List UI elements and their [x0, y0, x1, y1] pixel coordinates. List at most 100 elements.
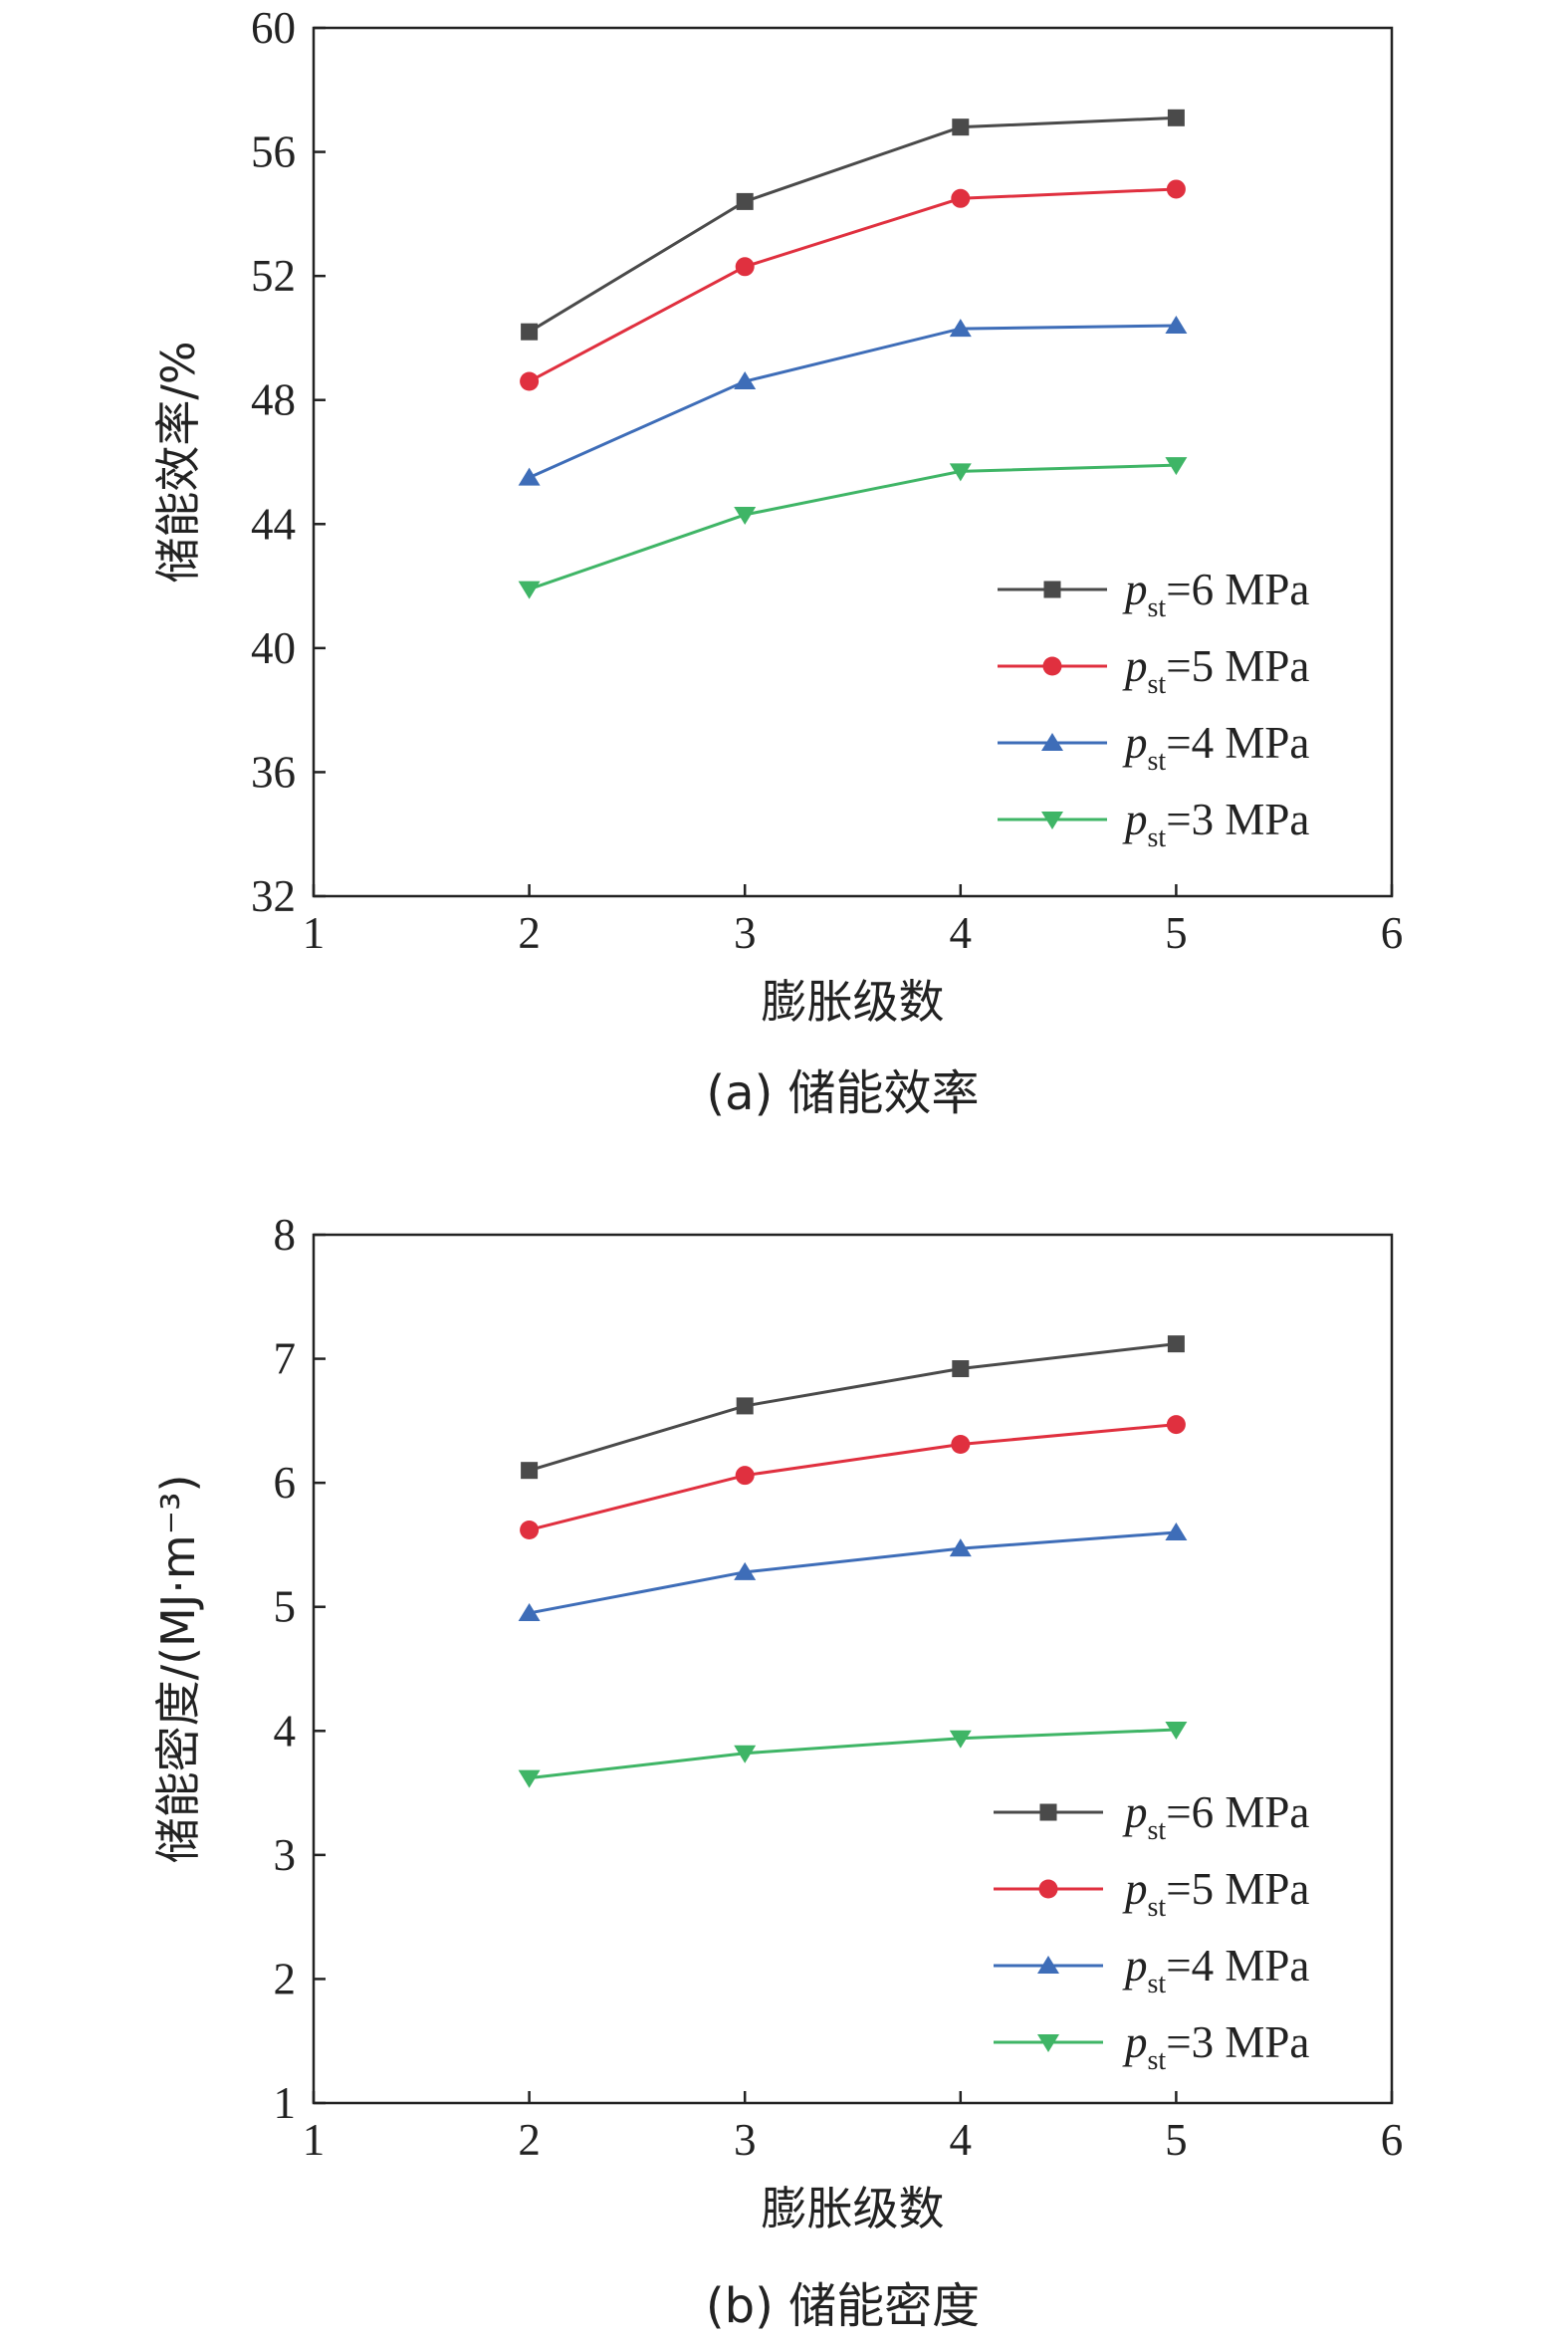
legend-marker — [1043, 581, 1061, 598]
data-point — [521, 1462, 539, 1480]
data-point — [520, 1520, 540, 1539]
legend-marker — [1041, 812, 1063, 829]
series-line-3mpa — [529, 463, 1177, 591]
series-line-3mpa — [529, 1728, 1177, 1780]
x-tick-label: 6 — [1381, 908, 1404, 958]
series-line-6mpa — [528, 116, 1177, 334]
plot-frame — [312, 1233, 1394, 2105]
legend-item: pst=4 MPa — [998, 718, 1309, 777]
data-point — [1166, 1415, 1186, 1435]
legend-marker — [1038, 1879, 1058, 1899]
data-point — [1167, 1335, 1185, 1353]
x-tick-label: 5 — [1165, 908, 1188, 958]
x-tick-label: 4 — [950, 2115, 973, 2165]
x-tick-label: 4 — [950, 908, 973, 958]
x-tick-label: 3 — [734, 908, 757, 958]
data-point — [949, 1730, 972, 1749]
y-tick-label: 2 — [274, 1954, 297, 2003]
legend-marker — [1037, 1956, 1059, 1974]
data-point — [951, 188, 971, 208]
legend-item: pst=5 MPa — [998, 641, 1309, 700]
data-point — [734, 506, 757, 525]
data-point — [735, 257, 755, 277]
series-line-5mpa — [528, 187, 1177, 383]
legend-marker — [1041, 733, 1063, 751]
data-point — [951, 1435, 971, 1455]
data-point — [1165, 457, 1188, 476]
data-point — [520, 371, 540, 391]
legend-item: pst=6 MPa — [994, 1787, 1309, 1846]
y-tick-label: 52 — [251, 251, 296, 301]
legend-item: pst=6 MPa — [998, 565, 1309, 623]
y-tick-label: 4 — [274, 1706, 297, 1756]
x-tick-label: 3 — [734, 2115, 757, 2165]
data-point — [1165, 1722, 1188, 1741]
legend-label: pst=6 MPa — [1122, 1787, 1309, 1846]
data-point — [734, 371, 757, 390]
data-point — [736, 1397, 754, 1415]
legend: pst=6 MPa pst=5 MPa pst=4 MPa pst=3 MPa — [994, 1787, 1309, 2076]
x-tick-label: 2 — [518, 2115, 541, 2165]
chart-b: 1 2 3 4 5 6 1 2 3 4 5 6 7 8 膨胀级数 储能密度/(MJ·m⁻³) (b) 储能密度 p… — [151, 1210, 1403, 2334]
legend-label: pst=3 MPa — [1122, 2017, 1309, 2076]
series-line-4mpa — [529, 1530, 1177, 1615]
legend-label: pst=4 MPa — [1122, 718, 1309, 777]
x-tick-label: 2 — [518, 908, 541, 958]
data-point — [1166, 179, 1186, 199]
legend: pst=6 MPa pst=5 MPa pst=4 MPa pst=3 MPa — [998, 565, 1309, 853]
series-line-5mpa — [529, 1423, 1177, 1531]
y-axis-title: 储能密度/(MJ·m⁻³) — [151, 1475, 205, 1864]
legend-label: pst=4 MPa — [1122, 1941, 1309, 1999]
y-tick-label: 7 — [274, 1334, 297, 1384]
y-axis-title: 储能效率/% — [151, 341, 205, 583]
data-point — [1165, 315, 1188, 334]
legend-item: pst=4 MPa — [994, 1941, 1309, 1999]
data-point — [952, 1360, 970, 1378]
x-tick-label: 6 — [1381, 2115, 1404, 2165]
y-tick-label: 6 — [274, 1458, 297, 1508]
x-tick-label: 1 — [303, 2115, 326, 2165]
data-point — [518, 581, 541, 599]
data-point — [949, 463, 972, 482]
legend-label: pst=3 MPa — [1122, 795, 1309, 853]
y-tick-label: 44 — [251, 499, 296, 549]
x-tick-label: 1 — [303, 908, 326, 958]
data-point — [952, 118, 970, 136]
legend-item: pst=3 MPa — [998, 795, 1309, 853]
data-point — [1165, 1522, 1188, 1540]
y-tick-label: 3 — [274, 1830, 297, 1880]
data-point — [735, 1466, 755, 1486]
y-tick-label: 40 — [251, 623, 296, 673]
data-point — [734, 1745, 757, 1763]
y-tick-label: 1 — [274, 2078, 297, 2128]
legend-marker — [1042, 656, 1062, 676]
data-point — [949, 1538, 972, 1557]
y-tick-label: 60 — [251, 3, 296, 53]
data-point — [518, 1769, 541, 1788]
plot-frame — [312, 26, 1394, 898]
legend-marker — [1039, 1803, 1057, 1821]
data-point — [736, 192, 754, 210]
chart-caption: (b) 储能密度 — [706, 2278, 980, 2334]
series-line-4mpa — [528, 324, 1177, 479]
data-point — [521, 323, 539, 341]
y-tick-label: 48 — [251, 375, 296, 425]
y-tick-label: 5 — [274, 1582, 297, 1632]
series-line-6mpa — [529, 1342, 1177, 1473]
data-point — [1167, 109, 1185, 126]
data-point — [518, 467, 541, 486]
legend-item: pst=3 MPa — [994, 2017, 1309, 2076]
data-point — [734, 1561, 757, 1580]
y-tick-label: 36 — [251, 747, 296, 797]
x-axis-title: 膨胀级数 — [762, 975, 945, 1029]
chart-caption: (a) 储能效率 — [706, 1065, 979, 1121]
x-tick-label: 5 — [1165, 2115, 1188, 2165]
y-tick-label: 32 — [251, 871, 296, 921]
legend-label: pst=5 MPa — [1122, 1864, 1309, 1923]
y-tick-label: 8 — [274, 1210, 297, 1260]
x-axis-title: 膨胀级数 — [762, 2182, 945, 2235]
legend-label: pst=5 MPa — [1122, 641, 1309, 700]
data-point — [949, 319, 972, 338]
legend-label: pst=6 MPa — [1122, 565, 1309, 623]
